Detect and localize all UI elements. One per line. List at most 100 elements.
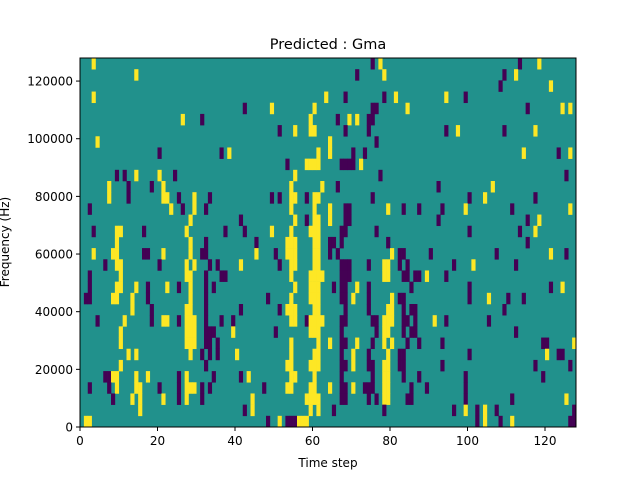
heatmap-cell-high xyxy=(192,203,197,215)
heatmap-cell-high xyxy=(293,315,298,327)
heatmap-cell-low xyxy=(467,292,472,305)
heatmap-cell-low xyxy=(277,125,282,137)
heatmap-cell-high xyxy=(312,382,317,394)
heatmap-cell-low xyxy=(366,393,371,405)
heatmap-cell-high xyxy=(161,192,166,204)
heatmap-cell-high xyxy=(316,248,321,260)
heatmap-cell-high xyxy=(393,91,399,104)
heatmap-cell-low xyxy=(370,315,375,327)
heatmap-cell-low xyxy=(467,225,472,238)
heatmap-cell-low xyxy=(328,236,333,249)
heatmap-cell-low xyxy=(568,415,573,428)
heatmap-cell-high xyxy=(382,371,387,383)
heatmap-cell-low xyxy=(397,248,402,260)
x-tick-label: 20 xyxy=(150,434,165,448)
heatmap-cell-high xyxy=(351,348,356,361)
heatmap-cell-low xyxy=(339,359,344,372)
heatmap-cell-low xyxy=(149,304,154,316)
heatmap-cell-low xyxy=(107,371,112,383)
heatmap-cell-high xyxy=(390,292,395,305)
heatmap-cell-high xyxy=(289,382,294,394)
heatmap-cell-high xyxy=(184,326,189,338)
heatmap-cell-high xyxy=(560,281,565,294)
heatmap-cell-low xyxy=(397,259,402,271)
heatmap-cell-high xyxy=(533,225,538,238)
heatmap-cell-high xyxy=(386,270,391,282)
heatmap-cell-high xyxy=(347,113,352,126)
heatmap-cell-low xyxy=(366,304,371,316)
x-axis-label: Time step xyxy=(297,456,357,470)
heatmap-cell-high xyxy=(312,225,317,238)
heatmap-cell-low xyxy=(200,113,205,126)
heatmap-cell-low xyxy=(397,292,402,305)
heatmap-cell-low xyxy=(176,281,182,294)
heatmap-cell-high xyxy=(118,270,123,282)
heatmap-cell-low xyxy=(572,415,577,428)
heatmap-cell-low xyxy=(211,371,216,383)
heatmap-cell-high xyxy=(351,382,356,394)
heatmap-cell-low xyxy=(343,359,348,372)
heatmap-cell-low xyxy=(374,136,379,148)
y-axis-label: Frequency (Hz) xyxy=(0,197,12,288)
heatmap-cell-high xyxy=(351,292,356,305)
heatmap-cell-low xyxy=(347,214,352,227)
heatmap-cell-low xyxy=(339,158,344,171)
heatmap-cell-low xyxy=(207,382,213,394)
heatmap-cell-high xyxy=(386,382,391,394)
heatmap-cell-low xyxy=(207,337,213,350)
heatmap-cell-high xyxy=(269,102,275,115)
y-axis: 0 20000 40000 60000 80000 100000 120000 xyxy=(27,75,80,435)
heatmap-cell-high xyxy=(316,359,321,372)
heatmap-cell-low xyxy=(200,248,205,260)
heatmap-cell-high xyxy=(111,292,116,305)
heatmap-cell-low xyxy=(204,270,209,282)
chart-title: Predicted : Gma xyxy=(270,37,386,53)
heatmap-cell-low xyxy=(467,348,472,361)
heatmap-cell-high xyxy=(188,337,193,350)
heatmap-cell-low xyxy=(157,382,162,394)
heatmap-cell-low xyxy=(405,259,410,271)
heatmap-cell-low xyxy=(382,404,387,417)
heatmap-cell-low xyxy=(242,102,247,115)
x-tick-label: 40 xyxy=(227,434,242,448)
heatmap-cell-low xyxy=(204,304,209,316)
heatmap-cell-low xyxy=(204,203,209,215)
heatmap-cell-low xyxy=(556,348,561,361)
heatmap-cell-high xyxy=(188,248,193,260)
heatmap-cell-high xyxy=(382,393,387,405)
heatmap-cell-low xyxy=(366,359,371,372)
heatmap-cell-high xyxy=(308,281,313,294)
heatmap-cell-low xyxy=(207,326,213,338)
heatmap-cell-low xyxy=(409,304,414,316)
heatmap-cell-high xyxy=(359,158,364,171)
heatmap-cell-high xyxy=(188,270,193,282)
heatmap-cell-high xyxy=(114,236,120,249)
heatmap-cell-high xyxy=(316,348,321,361)
heatmap-cell-high xyxy=(114,259,120,271)
heatmap-cell-high xyxy=(293,304,298,316)
heatmap-cell-low xyxy=(401,348,406,361)
heatmap-cell-high xyxy=(111,371,116,383)
heatmap-cell-high xyxy=(320,270,325,282)
heatmap-cell-high xyxy=(134,382,139,394)
heatmap-cell-high xyxy=(328,147,333,159)
heatmap-cell-high xyxy=(312,125,317,137)
heatmap-cell-high xyxy=(390,315,395,327)
heatmap-cell-high xyxy=(386,315,391,327)
heatmap-cell-low xyxy=(343,91,348,104)
heatmap-cell-high xyxy=(130,304,135,316)
heatmap-cell-high xyxy=(304,393,309,405)
heatmap-cell-low xyxy=(339,270,344,282)
heatmap-cell-low xyxy=(328,248,333,260)
heatmap-cell-low xyxy=(417,337,422,350)
heatmap-cell-high xyxy=(308,270,313,282)
y-tick-label: 80000 xyxy=(35,190,73,204)
heatmap-cell-high xyxy=(537,58,542,70)
heatmap-cell-high xyxy=(107,192,112,204)
heatmap-cell-high xyxy=(424,270,430,282)
heatmap-cell-low xyxy=(370,58,375,70)
heatmap-cell-high xyxy=(184,225,189,238)
heatmap-cell-high xyxy=(316,225,321,238)
heatmap-cell-high xyxy=(463,404,468,417)
